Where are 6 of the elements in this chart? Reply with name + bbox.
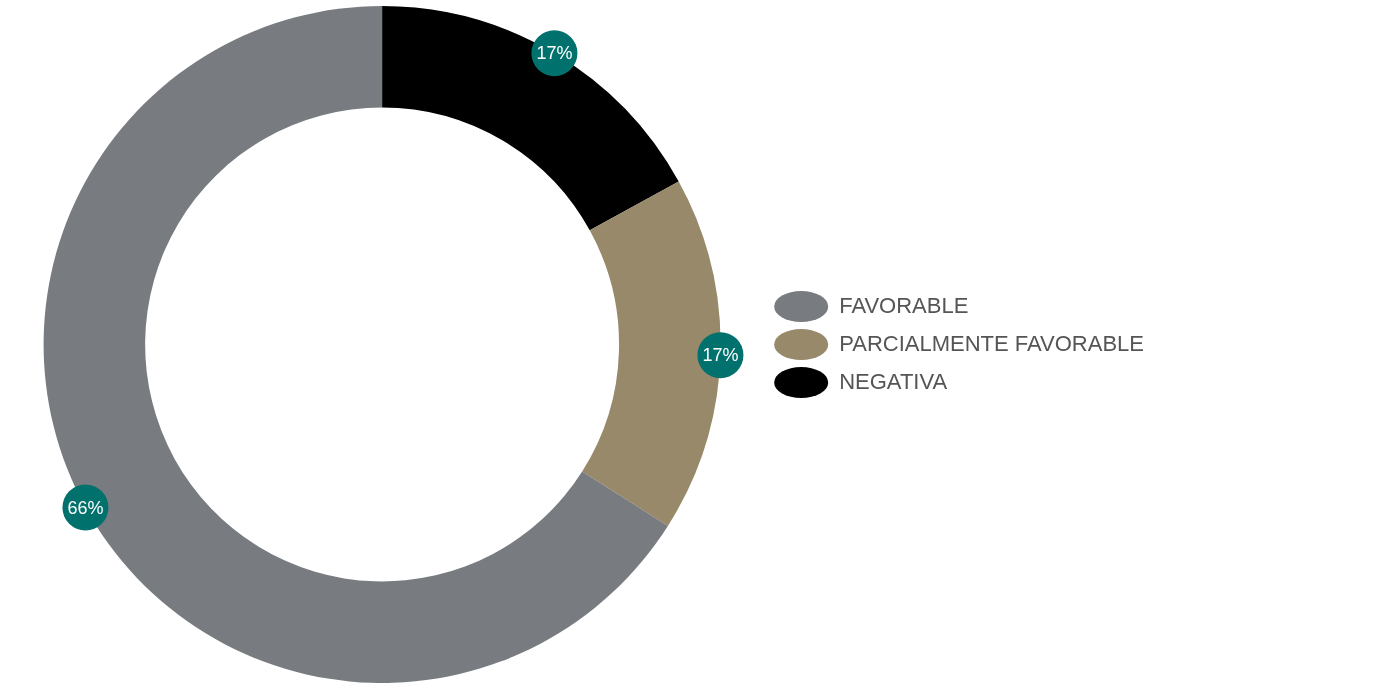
data-label: 66% (67, 497, 104, 518)
data-label: 17% (702, 345, 739, 366)
legend-label: PARCIALMENTE FAVORABLE (839, 330, 1145, 356)
legend-label: NEGATIVA (839, 368, 948, 394)
data-label: 17% (536, 43, 573, 64)
legend-label: FAVORABLE (839, 292, 969, 318)
